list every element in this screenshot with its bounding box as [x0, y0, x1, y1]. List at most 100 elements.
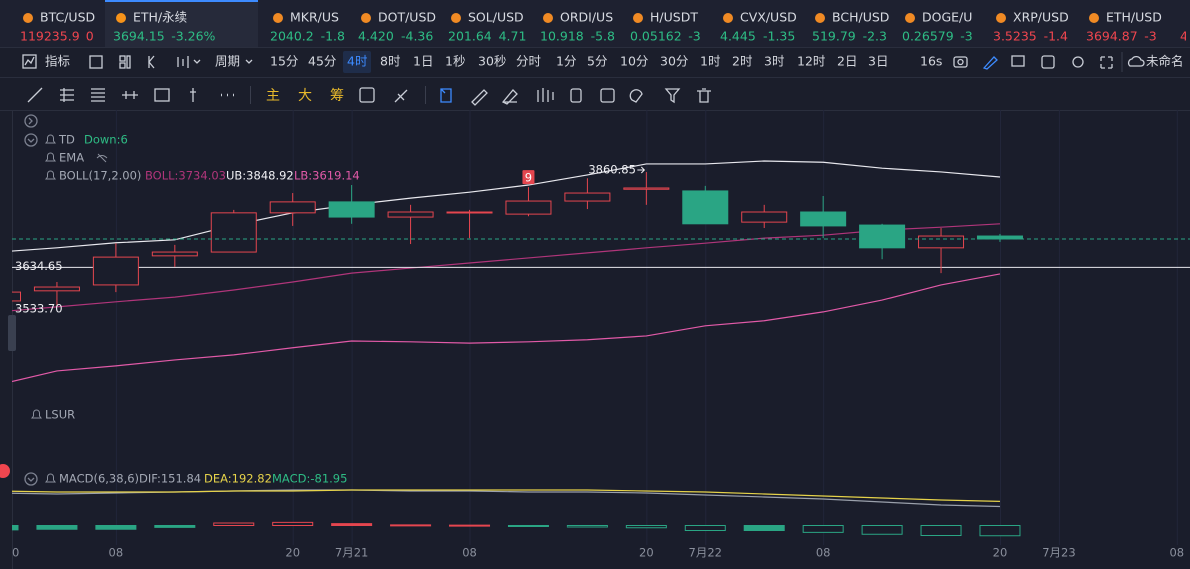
interval-button[interactable]: 分时: [516, 54, 542, 69]
settings-icon[interactable]: [1072, 56, 1084, 68]
interval-button[interactable]: 1分: [556, 54, 576, 69]
tab-change: -1.8: [321, 29, 345, 44]
collapse-button[interactable]: [24, 472, 38, 486]
overlay-toggle[interactable]: 筹: [330, 87, 344, 104]
tab-symbol: XRP/USD: [1013, 10, 1069, 25]
alert-dot: [0, 464, 10, 478]
candle-body: [33, 286, 80, 292]
vline-tool[interactable]: [190, 88, 196, 102]
interval-button[interactable]: 2时: [732, 54, 753, 69]
interval-button[interactable]: 45分: [308, 54, 336, 69]
tab[interactable]: DOT/USD 4.420 -4.36: [358, 10, 436, 44]
tab[interactable]: XRP/USD 3.5235 -1.4: [993, 10, 1069, 44]
interval-button[interactable]: 30分: [660, 54, 688, 69]
tab[interactable]: BCH/USD 519.79 -2.3: [812, 10, 889, 44]
dropdown-icon: [193, 59, 201, 64]
td-label: TD: [58, 133, 75, 147]
ruler-tool[interactable]: [471, 89, 488, 106]
period-button[interactable]: 周期: [215, 54, 240, 69]
tab[interactable]: ORDI/US 10.918 -5.8: [540, 10, 615, 44]
tool-icon[interactable]: [394, 89, 408, 103]
trend-line-tool[interactable]: [27, 87, 43, 103]
interval-button[interactable]: 30秒: [478, 54, 506, 69]
lock-tool[interactable]: [570, 88, 582, 103]
interval-button[interactable]: 5分: [587, 54, 607, 69]
tab-symbol: CVX/USD: [740, 10, 797, 25]
collapse-button[interactable]: [24, 133, 38, 147]
interval-button[interactable]: 8时: [380, 54, 401, 69]
tab[interactable]: 4.: [1180, 29, 1190, 44]
macd-value: MACD:-81.95: [272, 472, 347, 486]
tool-icon[interactable]: [440, 88, 452, 103]
td-badge: [522, 170, 535, 185]
coin-icon: [273, 13, 283, 23]
tab[interactable]: ETH/永续 3694.15 -3.26%: [105, 0, 258, 47]
overlay-toggle[interactable]: 大: [298, 88, 312, 104]
indicator-icon[interactable]: [22, 54, 37, 69]
active-tab-bg: [105, 0, 258, 47]
tab[interactable]: H/USDT 0.05162 -3: [630, 10, 701, 44]
layout-icon[interactable]: [119, 55, 126, 62]
macd-bar: [390, 524, 432, 527]
macd-bar: [743, 525, 785, 531]
interval-button[interactable]: 10分: [620, 54, 648, 69]
tab[interactable]: BTC/USD 119235.9 0: [20, 10, 95, 44]
tool-icon[interactable]: [359, 87, 375, 103]
tab[interactable]: CVX/USD 4.445 -1.35: [720, 10, 797, 44]
camera-icon[interactable]: [953, 56, 968, 68]
tab-change: 4.71: [499, 29, 527, 44]
high-label: 3860.85: [588, 163, 636, 177]
candle-body: [682, 190, 729, 225]
interval-button[interactable]: 15分: [270, 54, 298, 69]
tab-change: -3: [1144, 29, 1156, 44]
interval-button[interactable]: 1时: [700, 54, 721, 69]
overlay-toggle[interactable]: 主: [266, 88, 280, 104]
tab-price: 0.05162: [630, 29, 682, 44]
interval-button[interactable]: 3日: [868, 54, 888, 69]
interval-button[interactable]: 1秒: [445, 54, 465, 69]
x-axis-label: 0: [12, 546, 19, 560]
tab[interactable]: MKR/US 2040.2 -1.8: [270, 10, 345, 44]
calendar-icon[interactable]: [89, 55, 103, 69]
tab[interactable]: ETH/USD 3694.87 -3: [1086, 10, 1162, 44]
fullscreen-icon[interactable]: [1100, 56, 1113, 69]
interval-button[interactable]: 1日: [413, 54, 433, 69]
tab-price: 4.445: [720, 29, 756, 44]
candle-body: [92, 256, 139, 286]
interval-button[interactable]: 12时: [797, 54, 826, 69]
tab-symbol: ETH/USD: [1106, 10, 1162, 25]
channel-tool[interactable]: [91, 88, 105, 102]
indicator-button[interactable]: 指标: [45, 54, 70, 69]
magnet-tool[interactable]: [629, 89, 643, 103]
tab[interactable]: SOL/USD 201.64 4.71: [448, 10, 526, 44]
candle-body: [387, 211, 434, 218]
layout-name[interactable]: 未命名: [1146, 54, 1184, 69]
candle-tool[interactable]: [537, 88, 554, 102]
eye-off-icon: [96, 153, 108, 163]
chart-type-icon[interactable]: [177, 56, 189, 68]
tab[interactable]: DOGE/U 0.26579 -3: [902, 10, 973, 44]
pen-icon[interactable]: [982, 56, 998, 70]
macd-bar: [331, 523, 373, 526]
screenshot-icon[interactable]: [1041, 55, 1055, 69]
interval-button[interactable]: 4时: [347, 54, 368, 69]
filter-tool[interactable]: [664, 88, 681, 104]
note-tool[interactable]: [600, 88, 615, 103]
hline-tool[interactable]: [122, 91, 138, 99]
brush-tool[interactable]: [501, 89, 518, 105]
expand-button[interactable]: [24, 114, 38, 128]
boll-lb-value: LB:3619.14: [294, 169, 360, 183]
camera-icon: [957, 58, 964, 66]
interval-button[interactable]: 2日: [837, 54, 857, 69]
tab-symbol: MKR/US: [290, 10, 339, 25]
tab-symbol: BCH/USD: [832, 10, 889, 25]
interval-button[interactable]: 3时: [764, 54, 785, 69]
fib-tool[interactable]: [60, 88, 74, 102]
refresh-rate[interactable]: 16s: [920, 54, 942, 69]
active-interval-bg: [343, 51, 371, 73]
alert-icon[interactable]: [1011, 55, 1025, 67]
rect-tool[interactable]: [154, 88, 170, 102]
x-axis-label: 20: [993, 546, 1008, 560]
trash-tool[interactable]: [697, 88, 711, 103]
side-handle[interactable]: [8, 315, 16, 351]
